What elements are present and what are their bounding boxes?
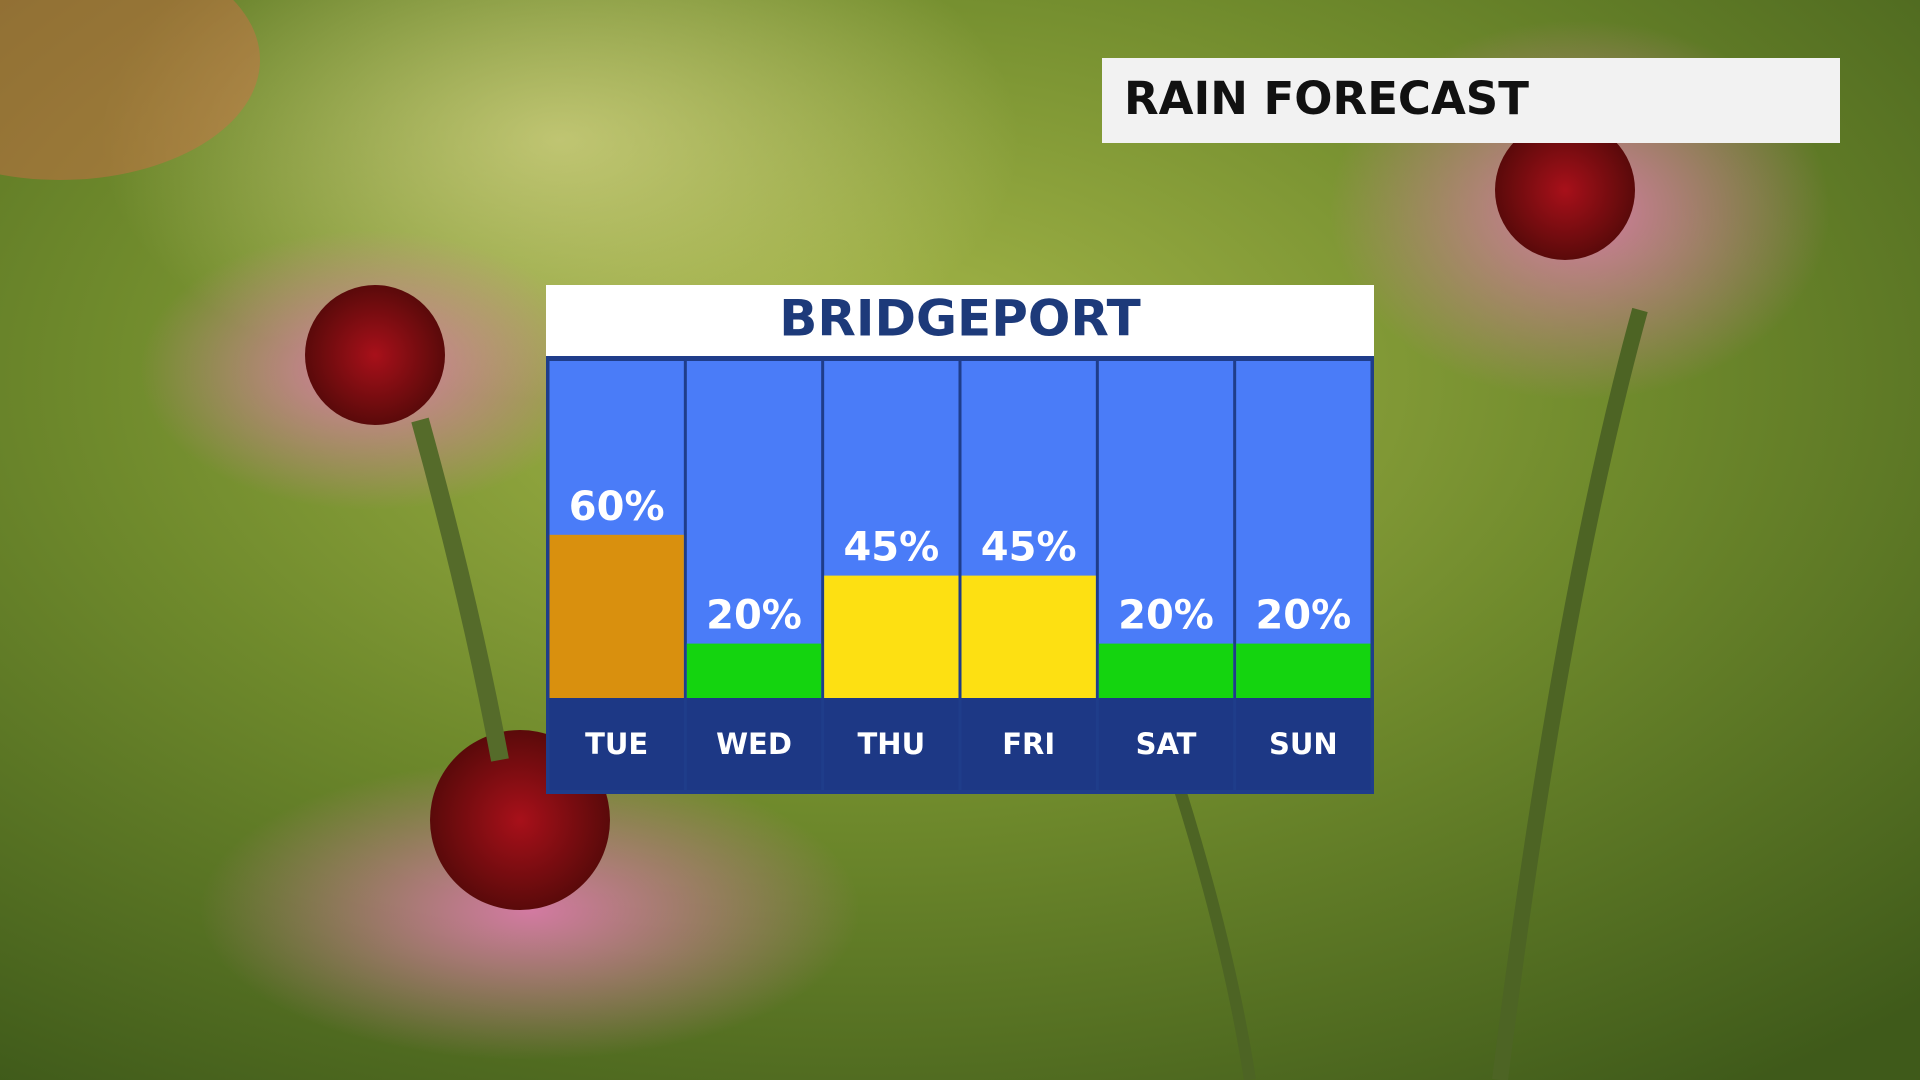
chart-title: BRIDGEPORT (779, 290, 1140, 348)
x-tick-label: SAT (1136, 727, 1197, 761)
category-band (824, 698, 959, 790)
category-band (1236, 698, 1371, 790)
title-box (1102, 58, 1840, 143)
value-label: 45% (843, 525, 939, 571)
bar (1098, 643, 1234, 698)
category-band (686, 698, 822, 790)
bar (1236, 643, 1371, 698)
category-band (1098, 698, 1234, 790)
column (1236, 361, 1371, 698)
x-tick-label: FRI (1002, 727, 1055, 761)
bar (549, 534, 684, 698)
bar (961, 575, 1096, 698)
chart-header (546, 285, 1374, 356)
x-tick-label: TUE (585, 727, 648, 761)
category-band (961, 698, 1096, 790)
value-label: 20% (1118, 593, 1214, 639)
value-label: 60% (569, 484, 665, 530)
value-label: 45% (981, 525, 1077, 571)
page-title: RAIN FORECAST (1124, 72, 1529, 125)
x-tick-label: THU (858, 727, 926, 761)
bar (686, 643, 822, 698)
bar (824, 575, 959, 698)
value-label: 20% (706, 593, 802, 639)
x-tick-label: SUN (1269, 727, 1338, 761)
chart-panel (546, 356, 1374, 794)
category-band (549, 698, 684, 790)
x-tick-label: WED (716, 727, 792, 761)
column (1098, 361, 1234, 698)
value-label: 20% (1255, 593, 1351, 639)
column (686, 361, 822, 698)
